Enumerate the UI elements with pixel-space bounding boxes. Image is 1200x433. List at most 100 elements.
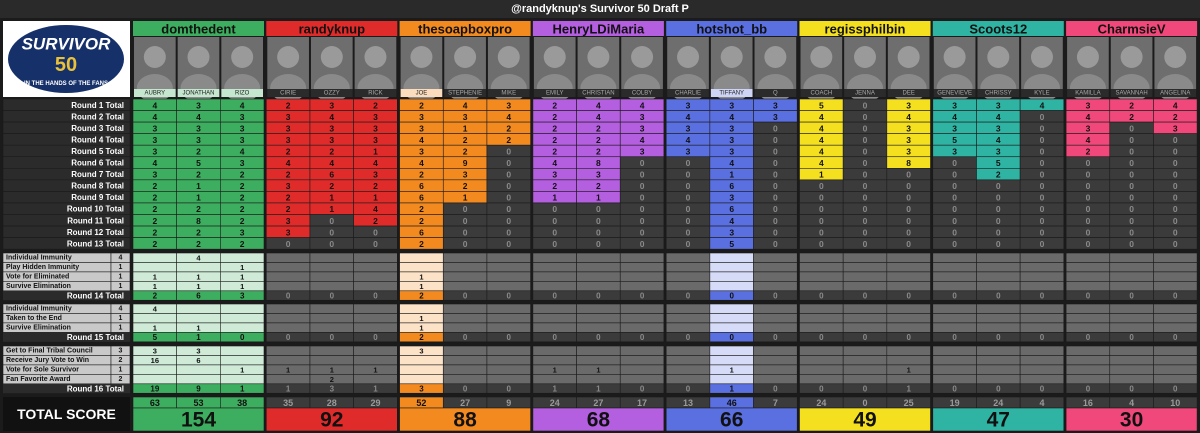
bonus-score: 1 bbox=[419, 273, 423, 282]
round-score: 4 bbox=[1040, 100, 1045, 110]
round-score: 2 bbox=[552, 100, 557, 110]
bonus-score-bg bbox=[309, 345, 354, 356]
round-score: 4 bbox=[596, 100, 601, 110]
bonus-score-bg bbox=[976, 322, 1021, 333]
bonus-score-bg bbox=[176, 364, 221, 375]
bonus-score-bg bbox=[1109, 374, 1154, 385]
bonus-score-bg bbox=[220, 345, 265, 356]
section-total-label: Round 14 Total bbox=[67, 292, 124, 301]
player-name: Q bbox=[773, 91, 778, 97]
section-total: 0 bbox=[507, 292, 512, 301]
bonus-score-bg bbox=[132, 262, 177, 273]
player-total: 38 bbox=[237, 398, 247, 408]
round-score: 3 bbox=[419, 146, 424, 156]
bonus-score-bg bbox=[265, 345, 311, 356]
bonus-score-bg bbox=[932, 374, 977, 385]
player-name: RIZO bbox=[235, 91, 250, 97]
bonus-score-bg bbox=[132, 374, 177, 385]
bonus-score-bg bbox=[799, 374, 844, 385]
team-header bbox=[666, 21, 798, 36]
player-total: 7 bbox=[773, 398, 778, 408]
round-score: 4 bbox=[1086, 135, 1091, 145]
section-total: 0 bbox=[1040, 333, 1045, 342]
round-score: 3 bbox=[729, 100, 734, 110]
photo-shoulders bbox=[1157, 74, 1194, 102]
bonus-score-bg bbox=[265, 271, 311, 282]
round-score: 0 bbox=[863, 100, 868, 110]
round-score: 2 bbox=[329, 146, 334, 156]
round-score: 3 bbox=[686, 146, 691, 156]
round-score: 3 bbox=[729, 227, 734, 237]
bonus-score-bg bbox=[1109, 271, 1154, 282]
bonus-score-bg bbox=[753, 252, 798, 263]
bonus-score: 1 bbox=[553, 366, 557, 375]
photo-head bbox=[364, 46, 387, 68]
round-score: 2 bbox=[552, 123, 557, 133]
bonus-score-bg bbox=[309, 262, 354, 273]
player-name: COLBY bbox=[632, 91, 652, 97]
bonus-score-bg bbox=[1019, 262, 1065, 273]
bonus-score-bg bbox=[532, 303, 577, 314]
section-total: 0 bbox=[773, 385, 778, 394]
round-score: 2 bbox=[329, 181, 334, 191]
section-total-bg bbox=[353, 383, 398, 394]
player-total: 17 bbox=[637, 398, 647, 408]
round-score: 0 bbox=[819, 239, 824, 249]
photo-shoulders bbox=[670, 74, 707, 102]
round-score: 3 bbox=[640, 112, 645, 122]
round-score: 3 bbox=[286, 216, 291, 226]
bonus-points: 1 bbox=[119, 315, 123, 322]
photo-shoulders bbox=[270, 74, 307, 102]
bonus-points: 3 bbox=[119, 348, 123, 355]
section-total: 3 bbox=[419, 385, 424, 394]
bonus-points: 2 bbox=[119, 357, 123, 364]
round-score: 0 bbox=[1040, 112, 1045, 122]
round-score: 0 bbox=[552, 227, 557, 237]
section-total: 0 bbox=[863, 333, 868, 342]
round-score: 1 bbox=[552, 193, 557, 203]
section-total-bg bbox=[220, 383, 265, 394]
round-score: 3 bbox=[952, 100, 957, 110]
section-total: 0 bbox=[1129, 333, 1134, 342]
bonus-score-bg bbox=[532, 252, 577, 263]
photo-head bbox=[1164, 46, 1187, 68]
section-total: 0 bbox=[553, 333, 558, 342]
round-score: 0 bbox=[773, 135, 778, 145]
round-score: 3 bbox=[640, 146, 645, 156]
bonus-score-bg bbox=[1065, 271, 1111, 282]
round-score: 0 bbox=[686, 204, 691, 214]
team-total-bg bbox=[932, 407, 1065, 432]
round-score: 2 bbox=[240, 193, 245, 203]
bonus-score: 3 bbox=[196, 347, 200, 356]
bonus-score-bg bbox=[532, 313, 577, 324]
round-score: 2 bbox=[463, 146, 468, 156]
round-score: 4 bbox=[1173, 100, 1178, 110]
bonus-score-bg bbox=[1065, 262, 1111, 273]
round-score: 0 bbox=[1129, 227, 1134, 237]
round-score: 0 bbox=[773, 239, 778, 249]
photo-shoulders bbox=[224, 74, 261, 102]
photo-head bbox=[231, 46, 254, 68]
bonus-score-bg bbox=[842, 355, 888, 366]
round-score: 1 bbox=[373, 146, 378, 156]
photo-shoulders bbox=[890, 74, 927, 102]
bonus-score-bg bbox=[1065, 345, 1111, 356]
round-score: 3 bbox=[240, 112, 245, 122]
team-total: 49 bbox=[853, 409, 876, 432]
player-total: 9 bbox=[506, 398, 511, 408]
bonus-score-bg bbox=[353, 262, 398, 273]
section-total: 1 bbox=[553, 385, 558, 394]
round-score: 0 bbox=[1173, 146, 1178, 156]
bonus-score-bg bbox=[399, 303, 444, 314]
round-score: 0 bbox=[329, 239, 334, 249]
round-score: 3 bbox=[373, 135, 378, 145]
round-score: 2 bbox=[240, 204, 245, 214]
round-score: 3 bbox=[596, 170, 601, 180]
photo-head bbox=[454, 46, 477, 68]
player-name-bg bbox=[134, 89, 176, 97]
section-total-bg bbox=[1019, 383, 1065, 394]
bonus-score-bg bbox=[842, 313, 888, 324]
player-name-bg bbox=[267, 89, 309, 97]
round-score: 2 bbox=[152, 193, 157, 203]
round-score: 0 bbox=[906, 216, 911, 226]
